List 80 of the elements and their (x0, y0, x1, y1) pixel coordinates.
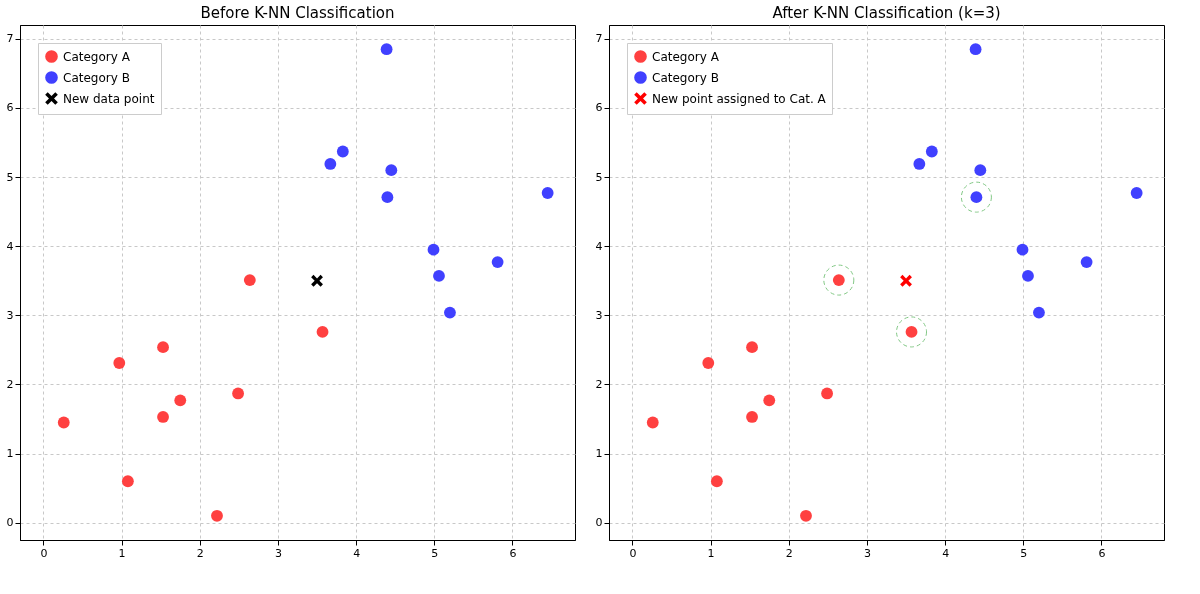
legend-label: New point assigned to Cat. A (652, 91, 827, 106)
y-tick-label: 0 (595, 516, 603, 530)
x-tick-label: 5 (431, 546, 439, 560)
point (491, 256, 504, 269)
point (1033, 306, 1045, 319)
point (232, 387, 245, 400)
point (121, 475, 134, 488)
point (336, 145, 349, 158)
legend-label: Category A (63, 49, 131, 64)
point (900, 274, 912, 287)
y-tick-label: 4 (6, 239, 14, 253)
x-tick-label: 0 (40, 546, 48, 560)
point (444, 306, 456, 319)
legend-label: Category B (652, 70, 719, 85)
point (1080, 256, 1093, 269)
x-tick-label: 6 (1098, 546, 1106, 560)
point (433, 270, 445, 282)
x-tick-label: 4 (942, 546, 950, 560)
point (896, 316, 928, 348)
y-tick-label: 5 (6, 170, 14, 184)
point (1130, 187, 1143, 199)
y-tick-label: 3 (6, 308, 14, 322)
point (427, 243, 440, 256)
point (925, 145, 938, 158)
legend-label: Category A (652, 49, 720, 64)
point (974, 164, 987, 177)
point (324, 158, 337, 170)
point (157, 411, 169, 423)
point (311, 274, 323, 287)
y-tick-label: 4 (595, 239, 603, 253)
point (385, 164, 398, 177)
point (57, 416, 70, 429)
point (746, 411, 758, 423)
point (316, 326, 329, 338)
point (960, 181, 992, 213)
x-tick-label: 5 (1020, 546, 1028, 560)
point (243, 274, 256, 286)
point (113, 357, 126, 369)
y-tick-label: 7 (6, 32, 14, 46)
y-tick-label: 0 (6, 516, 14, 530)
point (763, 394, 776, 407)
point (381, 191, 394, 204)
y-tick-label: 1 (595, 447, 603, 461)
y-tick-label: 1 (6, 447, 14, 461)
x-tick-label: 1 (707, 546, 715, 560)
chart-title: After K-NN Classification (k=3) (772, 4, 1001, 22)
y-tick-label: 6 (595, 101, 603, 115)
point (823, 264, 855, 296)
point (969, 43, 982, 56)
y-tick-label: 7 (595, 32, 603, 46)
x-tick-label: 1 (118, 546, 126, 560)
point (380, 43, 393, 56)
point (174, 394, 187, 407)
x-tick-label: 0 (629, 546, 637, 560)
point (211, 509, 223, 522)
x-tick-label: 3 (274, 546, 282, 560)
y-tick-label: 2 (595, 377, 603, 391)
x-tick-label: 3 (863, 546, 871, 560)
y-tick-label: 6 (6, 101, 14, 115)
x-tick-label: 4 (353, 546, 361, 560)
legend-label: New data point (63, 91, 155, 106)
x-tick-label: 6 (509, 546, 517, 560)
y-tick-label: 3 (595, 308, 603, 322)
x-tick-label: 2 (785, 546, 793, 560)
point (1022, 270, 1034, 282)
x-tick-label: 2 (196, 546, 204, 560)
point (702, 357, 715, 369)
point (1016, 243, 1029, 256)
legend-label: Category B (63, 70, 130, 85)
point (646, 416, 659, 429)
point (710, 475, 723, 488)
y-tick-label: 5 (595, 170, 603, 184)
point (541, 187, 554, 199)
chart-title: Before K-NN Classification (200, 4, 395, 22)
point (746, 341, 758, 354)
point (821, 387, 834, 400)
y-tick-label: 2 (6, 377, 14, 391)
point (913, 158, 926, 170)
point (800, 509, 812, 522)
point (157, 341, 169, 354)
